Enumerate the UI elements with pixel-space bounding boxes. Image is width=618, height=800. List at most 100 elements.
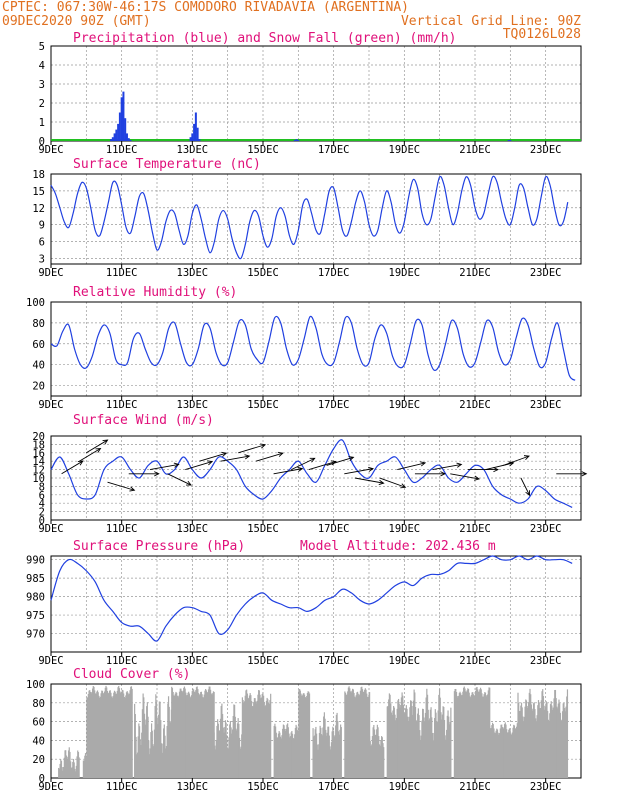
cloud-bar xyxy=(448,724,451,778)
cloud-bar xyxy=(524,706,526,778)
cloud-bar xyxy=(499,728,501,778)
temperature-xtick-label: 17DEC xyxy=(318,267,350,279)
cloud-bar xyxy=(494,733,496,778)
wind-arrow xyxy=(354,477,384,484)
cloud-bar xyxy=(415,720,417,778)
cloud-bar xyxy=(426,694,429,778)
cloud-bar xyxy=(544,709,546,778)
cloud-bar xyxy=(277,737,279,778)
pressure-ytick-label: 980 xyxy=(26,592,45,604)
cloud-bar xyxy=(138,726,141,778)
cloud-bar xyxy=(248,695,251,778)
precip-bar xyxy=(117,123,120,141)
cloud-bar xyxy=(539,708,541,778)
cloud-bar xyxy=(424,721,426,778)
cloud-bar xyxy=(184,688,186,778)
cloud-bar xyxy=(340,727,342,778)
wind-arrow xyxy=(255,452,283,462)
cloud-bar xyxy=(234,716,236,778)
cloud-bar xyxy=(394,714,396,778)
cloud-bar xyxy=(515,728,517,778)
cloud-bar xyxy=(269,700,271,778)
precip-bar xyxy=(297,140,300,141)
cloud-bar xyxy=(371,744,373,778)
cloud-bar xyxy=(243,701,246,778)
cloud-bar xyxy=(210,693,212,778)
precip-bar xyxy=(111,137,114,141)
precip-bar xyxy=(110,139,113,141)
cloud-bar xyxy=(528,692,530,778)
cloud-bar xyxy=(277,733,280,778)
temperature-xtick-label: 13DEC xyxy=(177,267,209,279)
cloud-bar xyxy=(303,694,306,778)
cloud-bar xyxy=(58,769,60,778)
cloud-bar xyxy=(457,697,459,778)
cloud-bar xyxy=(155,701,158,778)
cloud-bar xyxy=(241,734,243,778)
cloud-bar xyxy=(96,690,99,778)
cloud-bar xyxy=(475,691,477,778)
cloud-bar xyxy=(294,728,296,778)
cloud-bar xyxy=(378,736,380,778)
cloud-xtick-label: 13DEC xyxy=(177,781,209,793)
cloud-ytick-label: 40 xyxy=(32,735,45,747)
precip-ytick-label: 4 xyxy=(39,60,45,72)
cloud-bar xyxy=(550,701,552,778)
cloud-bar xyxy=(72,758,75,778)
cloud-bar xyxy=(557,703,559,778)
cloud-bar xyxy=(561,711,564,778)
wind-ytick-label: 12 xyxy=(32,465,45,477)
cloud-bar xyxy=(197,689,199,778)
cloud-bar xyxy=(388,693,390,778)
cloud-bar xyxy=(89,691,92,778)
precip-bar xyxy=(194,112,197,141)
precip-bar xyxy=(196,127,199,141)
cloud-bar xyxy=(447,710,449,778)
wind-arrow xyxy=(107,481,135,491)
cloud-bar xyxy=(324,718,326,778)
cloud-bar xyxy=(106,687,108,778)
cloud-xtick-label: 23DEC xyxy=(530,781,562,793)
wind-arrow-head xyxy=(456,462,463,468)
cloud-bar xyxy=(173,695,176,778)
cloud-bar xyxy=(262,692,264,778)
cloud-bar xyxy=(518,710,521,778)
precip-xtick-label: 19DEC xyxy=(389,144,421,156)
cloud-bar xyxy=(291,730,293,778)
cloud-bar xyxy=(181,690,183,778)
cloud-bar xyxy=(464,688,466,778)
cloud-bar xyxy=(532,708,534,778)
cloud-bar xyxy=(363,691,365,778)
cloud-bar xyxy=(335,725,337,778)
cloud-bar xyxy=(521,707,523,778)
cloud-bar xyxy=(114,691,116,778)
humidity-xtick-label: 15DEC xyxy=(247,399,279,411)
cloud-bar xyxy=(122,690,124,778)
cloud-bar xyxy=(84,755,86,778)
cloud-bar xyxy=(68,747,70,778)
pressure-xtick-label: 9DEC xyxy=(38,655,63,667)
cloud-bar xyxy=(476,687,478,778)
cloud-bar xyxy=(484,692,486,778)
wind-arrow-head xyxy=(525,490,531,497)
cloud-bar xyxy=(296,726,298,778)
temperature-title: Surface Temperature (nC) xyxy=(73,157,261,172)
precip-xtick-label: 13DEC xyxy=(177,144,209,156)
cloud-bar xyxy=(275,726,277,778)
cloud-bar xyxy=(124,697,126,778)
cloud-bar xyxy=(316,733,318,778)
cloud-bar xyxy=(547,710,549,778)
cloud-bar xyxy=(494,732,496,778)
cloud-bar xyxy=(146,706,148,778)
cloud-bar xyxy=(537,700,540,778)
cloud-bar xyxy=(94,690,96,778)
cloud-bar xyxy=(167,696,170,778)
cloud-bar xyxy=(308,691,310,778)
cloud-bar xyxy=(142,693,144,778)
humidity-xtick-label: 21DEC xyxy=(459,399,491,411)
cloud-bar xyxy=(503,727,505,778)
pressure-ytick-label: 970 xyxy=(26,629,45,641)
cloud-bar xyxy=(460,695,463,778)
precip-bar xyxy=(113,133,116,141)
header-grid-line: Vertical Grid Line: 90Z xyxy=(401,14,581,29)
